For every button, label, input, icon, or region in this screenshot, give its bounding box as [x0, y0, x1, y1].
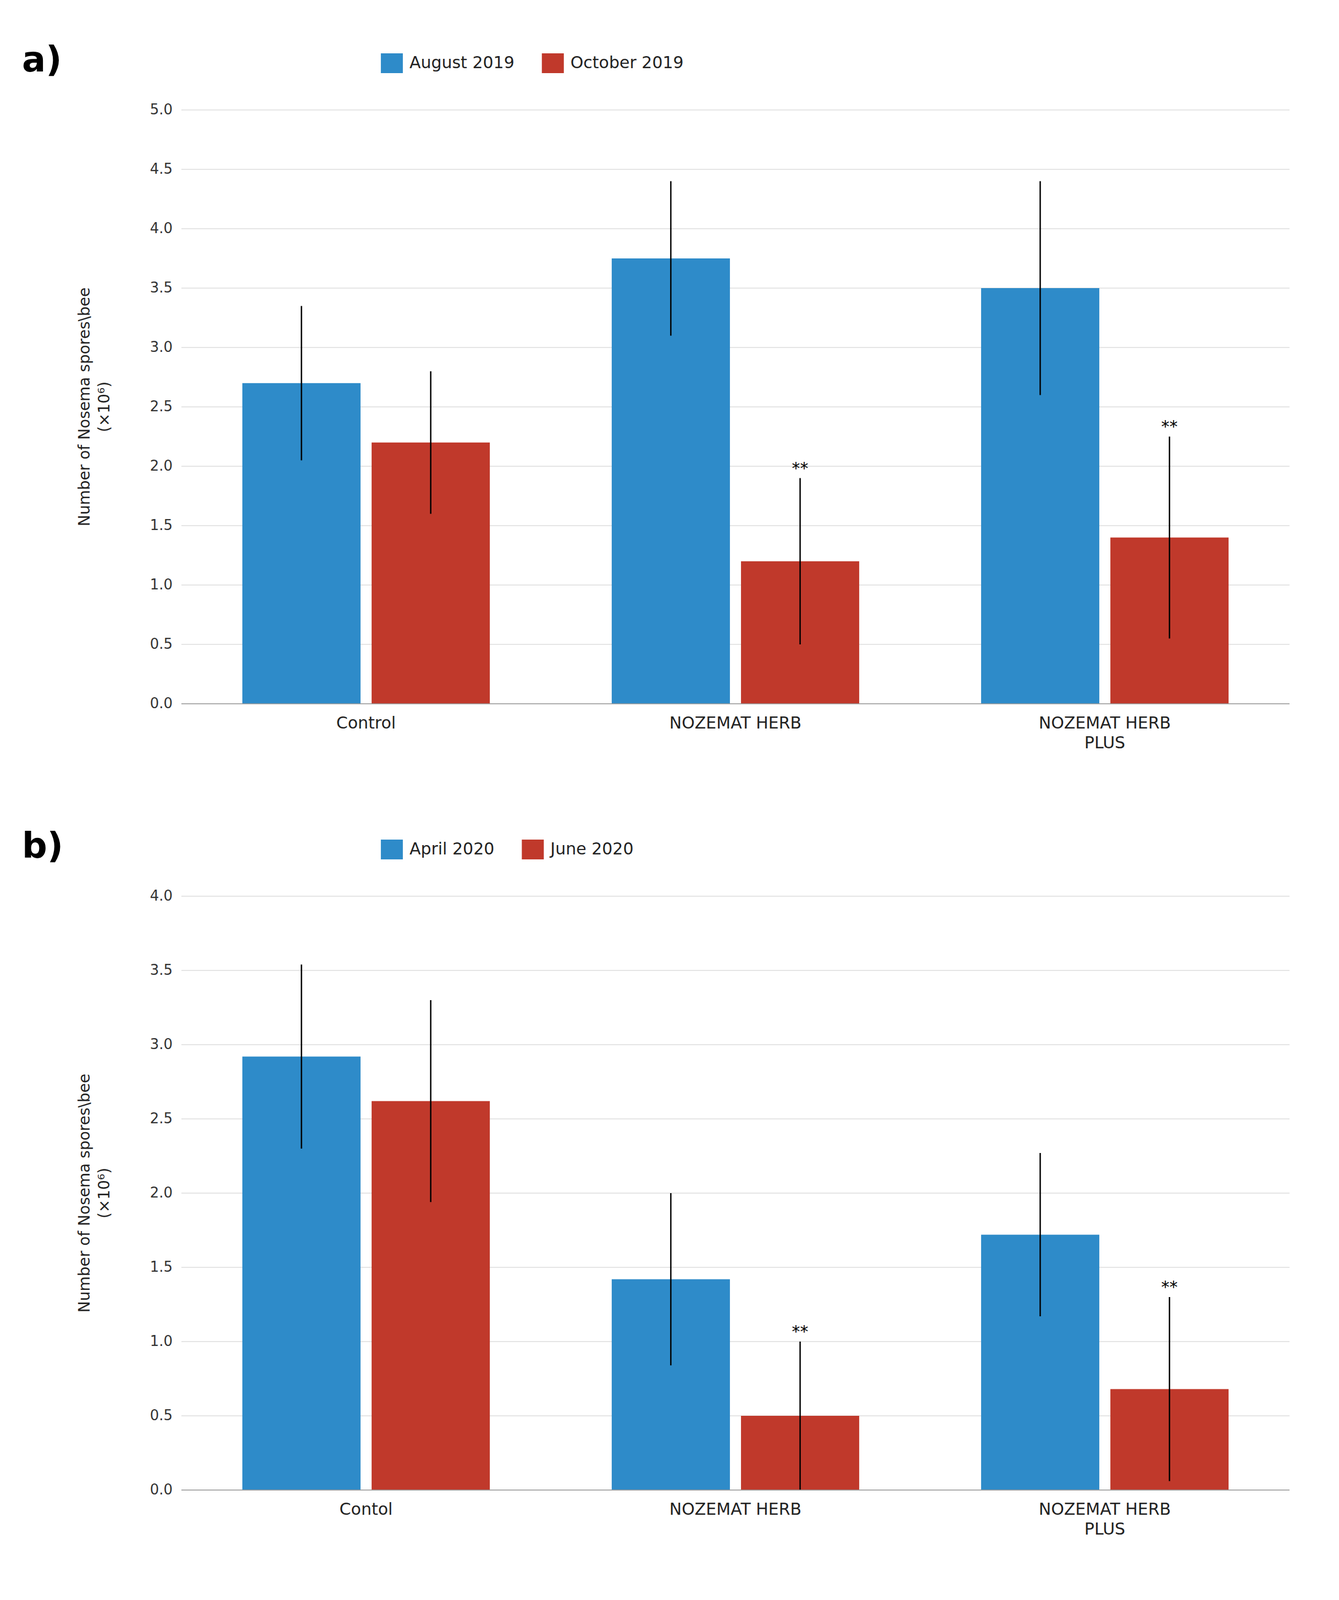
legend-swatch	[380, 53, 403, 74]
y-axis-label-line: Number of Nosema spores\bee	[75, 1073, 94, 1313]
legend-swatch	[541, 53, 564, 74]
significance-label: **	[1161, 416, 1178, 436]
legend-label: August 2019	[409, 52, 515, 73]
y-axis-label-line: (×10⁶)	[95, 381, 114, 433]
x-axis-line	[181, 1489, 1290, 1491]
legend-swatch	[380, 839, 403, 860]
significance-label: **	[792, 458, 809, 478]
grid-line	[181, 1489, 1290, 1491]
panel: 0.0 0.5 1.0 1.5 2.0 2.5 3.0 3.5 4.0 ** ** Contol NOZ…	[21, 825, 1290, 1538]
x-tick-label-line: NOZEMAT HERB	[669, 1498, 802, 1519]
y-tick-label: 3.0	[150, 1035, 173, 1053]
x-tick-label-line: Control	[336, 712, 396, 733]
y-tick-label: 2.0	[150, 1183, 173, 1201]
y-axis-label: Number of Nosema spores\bee(×10⁶)	[75, 1073, 114, 1313]
x-tick-label-line: NOZEMAT HERB	[1038, 1498, 1171, 1519]
y-tick-label: 1.0	[150, 576, 173, 593]
grid-line	[181, 703, 1290, 705]
x-tick-label: Contol	[339, 1498, 394, 1519]
error-bar	[799, 478, 801, 645]
grid-line	[181, 1043, 1290, 1045]
legend-swatch	[521, 839, 544, 860]
y-tick-label: 0.0	[150, 1480, 173, 1498]
grid-line	[181, 346, 1290, 348]
y-tick-label: 5.0	[150, 101, 173, 118]
grid-line	[181, 895, 1290, 897]
y-tick-label: 1.5	[150, 516, 173, 534]
y-tick-label: 4.0	[150, 219, 173, 237]
x-tick-label-line: NOZEMAT HERB	[669, 712, 802, 733]
x-tick-label-line: PLUS	[1084, 732, 1126, 752]
marks	[242, 181, 1229, 704]
y-tick-label: 4.0	[150, 887, 173, 904]
error-bar	[670, 181, 672, 336]
y-axis-label-line: (×10⁶)	[95, 1167, 114, 1219]
x-tick-label: NOZEMAT HERB	[669, 1498, 802, 1519]
error-bar	[300, 964, 303, 1149]
x-tick-label: NOZEMAT HERBPLUS	[1038, 712, 1171, 752]
panel: 0.0 0.5 1.0 1.5 2.0 2.5 3.0 3.5 4.0 4.5 5.0 ** ** Con…	[21, 39, 1290, 752]
y-tick-label: 0.5	[150, 1406, 173, 1424]
error-bar	[799, 1341, 801, 1490]
error-bar	[1039, 1152, 1042, 1316]
y-tick-label: 4.5	[150, 160, 173, 177]
x-tick-label: NOZEMAT HERBPLUS	[1038, 1498, 1171, 1538]
x-tick-label: Control	[336, 712, 396, 733]
error-bar	[670, 1192, 672, 1365]
y-tick-label: 3.0	[150, 338, 173, 356]
x-tick-label-line: PLUS	[1084, 1518, 1126, 1538]
y-axis-label: Number of Nosema spores\bee(×10⁶)	[75, 287, 114, 527]
legend: April 2020 June 2020	[380, 838, 634, 860]
x-tick-label: NOZEMAT HERB	[669, 712, 802, 733]
legend-label: June 2020	[549, 838, 634, 859]
x-tick-label-line: NOZEMAT HERB	[1038, 712, 1171, 733]
grid-line	[181, 109, 1290, 111]
grid-line	[181, 228, 1290, 230]
y-tick-label: 0.5	[150, 635, 173, 652]
x-tick-label-line: Contol	[339, 1498, 394, 1519]
y-tick-label: 2.5	[150, 397, 173, 415]
y-tick-label: 1.5	[150, 1258, 173, 1275]
y-tick-label: 0.0	[150, 694, 173, 712]
error-bar	[1168, 436, 1171, 639]
y-tick-label: 3.5	[150, 961, 173, 978]
significance-label: **	[1161, 1276, 1178, 1297]
legend-label: October 2019	[570, 52, 684, 73]
marks	[242, 964, 1229, 1490]
x-axis-line	[181, 703, 1290, 705]
panel-label: a)	[21, 39, 62, 80]
y-tick-label: 1.0	[150, 1332, 173, 1349]
grid-line	[181, 969, 1290, 971]
legend: August 2019 October 2019	[380, 52, 684, 74]
error-bar	[429, 371, 432, 514]
panel-label: b)	[21, 825, 64, 866]
y-tick-label: 3.5	[150, 279, 173, 296]
legend-label: April 2020	[409, 838, 495, 859]
y-tick-label: 2.0	[150, 457, 173, 474]
error-bar	[300, 305, 303, 461]
significance-label: **	[792, 1321, 809, 1341]
y-axis-label-line: Number of Nosema spores\bee	[75, 287, 94, 527]
chart: 0.0 0.5 1.0 1.5 2.0 2.5 3.0 3.5 4.0 4.5 5.0 ** ** Con…	[0, 0, 1339, 1600]
error-bar	[1168, 1296, 1171, 1481]
grid-line	[181, 287, 1290, 289]
error-bar	[429, 999, 432, 1202]
y-tick-label: 2.5	[150, 1109, 173, 1127]
grid-line	[181, 168, 1290, 170]
error-bar	[1039, 181, 1042, 396]
